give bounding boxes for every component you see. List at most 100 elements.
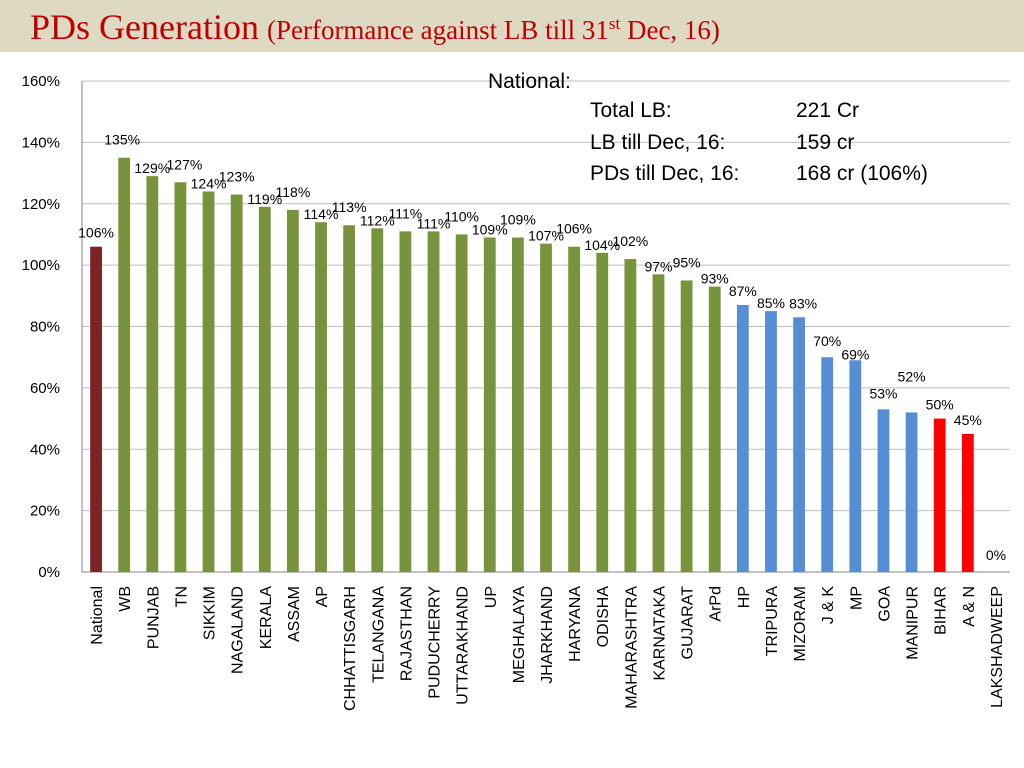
bar-national: [90, 246, 102, 572]
data-label: 114%: [304, 206, 339, 222]
bar-tripura: [765, 311, 777, 572]
category-label: J & K: [820, 586, 837, 625]
title-bar: [0, 0, 1024, 52]
data-label: 106%: [556, 221, 592, 237]
y-tick-label: 20%: [30, 503, 60, 520]
bar-chhattisgarh: [343, 225, 356, 572]
category-label: UTTARAKHAND: [455, 586, 472, 705]
category-label: SIKKIM: [202, 586, 219, 640]
data-label: 129%: [134, 160, 170, 176]
y-tick-label: 60%: [30, 380, 60, 397]
national-total-lb-value: 221 Cr: [796, 99, 860, 122]
bar-mp: [849, 360, 862, 572]
category-label: MEGHALAYA: [511, 586, 528, 684]
data-label: 112%: [360, 212, 395, 228]
category-label: MANIPUR: [905, 586, 922, 660]
bar-haryana: [568, 246, 581, 572]
bar-gujarat: [680, 280, 693, 572]
data-label: 93%: [701, 271, 729, 287]
bar-kerala: [258, 206, 271, 572]
data-label: 118%: [276, 184, 311, 200]
national-lb-till-key: LB till Dec, 16:: [590, 131, 726, 154]
data-label: 102%: [612, 233, 648, 249]
national-heading: National:: [488, 70, 571, 93]
category-label: JHARKHAND: [539, 586, 556, 684]
bar-telangana: [371, 228, 384, 573]
category-label: RAJASTHAN: [398, 586, 415, 681]
category-label: TELANGANA: [370, 586, 387, 683]
bar-assam: [287, 209, 299, 572]
data-label: 109%: [500, 212, 536, 228]
y-tick-label: 160%: [22, 73, 60, 90]
data-label: 85%: [757, 295, 785, 311]
bar-meghalaya: [511, 237, 524, 572]
bar-maharashtra: [624, 258, 637, 572]
bar-wb: [118, 157, 131, 572]
bar-arpd: [708, 286, 721, 572]
category-label: TN: [173, 586, 190, 607]
category-label: MAHARASHTRA: [623, 586, 640, 709]
bar-karnataka: [652, 274, 665, 572]
bar-j-k: [821, 357, 834, 572]
bar-a-n: [961, 433, 974, 572]
category-label: BIHAR: [933, 586, 950, 635]
data-label: 104%: [584, 237, 620, 253]
data-label: 95%: [673, 254, 701, 270]
data-label: 107%: [528, 228, 564, 244]
y-tick-label: 0%: [38, 564, 60, 581]
national-pds-till-value: 168 cr (106%): [796, 162, 928, 185]
bar-sikkim: [202, 191, 215, 572]
data-label: 50%: [926, 397, 954, 413]
y-tick-label: 40%: [30, 441, 60, 458]
data-label: 83%: [789, 295, 817, 311]
category-label: MP: [848, 586, 865, 610]
y-tick-label: 100%: [22, 257, 60, 274]
bar-manipur: [905, 412, 918, 572]
bar-up: [483, 237, 496, 572]
category-label: UP: [483, 586, 500, 608]
title-sub-sup: st: [608, 14, 621, 33]
title-main: PDs Generation: [30, 7, 259, 47]
bar-chart: 0% 20% 40% 60% 80% 100% 120% 140% 160% 106% Nation…: [22, 73, 1010, 711]
data-label: 135%: [104, 132, 140, 148]
data-label: 110%: [444, 208, 479, 224]
title-sub-prefix: (Performance against LB till 31: [266, 15, 609, 45]
bar-mizoram: [793, 317, 805, 572]
category-label: ArPd: [708, 586, 725, 622]
category-label: AP: [314, 586, 331, 607]
category-label: KERALA: [258, 586, 275, 649]
bar-ap: [315, 222, 327, 572]
category-label: PUDUCHERRY: [427, 586, 444, 699]
data-label: 69%: [841, 346, 869, 362]
page-title: PDs Generation (Performance against LB ti…: [30, 6, 720, 48]
bar-puducherry: [427, 231, 440, 572]
bar-punjab: [146, 176, 159, 572]
data-label: 124%: [191, 175, 227, 191]
bar-jharkhand: [540, 243, 552, 573]
category-label: ODISHA: [595, 586, 612, 648]
bar-nagaland: [230, 194, 243, 572]
category-label: A & N: [961, 586, 978, 627]
title-sub: (Performance against LB till 31st Dec, 1…: [266, 14, 720, 45]
category-label: CHHATTISGARH: [342, 586, 359, 711]
data-label: 97%: [644, 258, 672, 274]
data-label: 111%: [417, 215, 451, 231]
category-label: GUJARAT: [680, 586, 697, 660]
data-label: 127%: [167, 156, 203, 172]
data-label: 106%: [78, 225, 114, 241]
data-label: 119%: [247, 191, 282, 207]
title-sub-suffix: Dec, 16): [620, 15, 720, 45]
bar-odisha: [596, 252, 609, 572]
category-label: GOA: [876, 586, 893, 622]
y-tick-label: 80%: [30, 319, 60, 336]
y-tick-label: 120%: [22, 196, 60, 213]
data-label: 111%: [389, 205, 423, 221]
bar-goa: [877, 409, 890, 572]
category-label: ASSAM: [286, 586, 303, 642]
national-total-lb-key: Total LB:: [590, 99, 672, 122]
data-label: 53%: [869, 385, 897, 401]
y-tick-label: 140%: [22, 134, 60, 151]
category-label: WB: [117, 586, 134, 612]
data-label: 87%: [729, 283, 757, 299]
national-lb-till-value: 159 cr: [796, 131, 855, 154]
